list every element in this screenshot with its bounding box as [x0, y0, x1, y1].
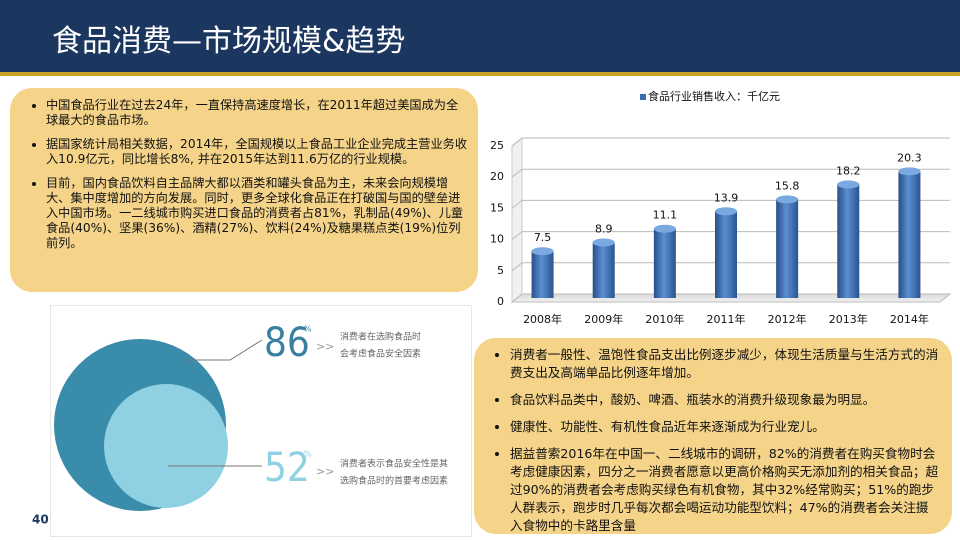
value-label: 13.9 [714, 191, 739, 204]
grid-line [511, 168, 950, 178]
bar [531, 251, 554, 298]
bar-top [592, 238, 615, 247]
bullet: 据益普索2016年在中国一、二线城市的调研，82%的消费者在购买食物时会考虑健康… [510, 445, 940, 535]
bar [715, 211, 737, 298]
x-tick-label: 2009年 [584, 312, 623, 326]
title: 食品消费—市场规模&趋势 [52, 24, 406, 59]
bullet-list: 消费者一般性、温饱性食品支出比例逐步减少，体现生活质量与生活方式的消费支出及高端… [474, 346, 940, 535]
value-label: 11.1 [653, 209, 678, 222]
bullet: 中国食品行业在过去24年，一直保持高速度增长，在2011年超过美国成为全球最大的… [46, 98, 468, 128]
bar [776, 199, 799, 298]
y-tick-label: 5 [497, 264, 504, 277]
header-bar [0, 0, 960, 72]
bar-top [653, 224, 676, 233]
grid-line [511, 293, 950, 303]
y-tick-label: 0 [497, 295, 504, 308]
grid-line [511, 262, 950, 272]
y-tick-label: 15 [490, 201, 504, 214]
page-number: 40 [32, 513, 49, 527]
value-label: 7.5 [534, 231, 552, 244]
bullet: 消费者一般性、温饱性食品支出比例逐步减少，体现生活质量与生活方式的消费支出及高端… [510, 346, 940, 382]
bar-top [531, 247, 554, 256]
y-tick-label: 20 [490, 170, 504, 183]
x-tick-label: 2012年 [768, 312, 807, 326]
x-tick-label: 2008年 [523, 312, 562, 326]
x-tick-label: 2010年 [645, 312, 684, 326]
bullet-list: 中国食品行业在过去24年，一直保持高速度增长，在2011年超过美国成为全球最大的… [10, 98, 468, 251]
bullet: 目前，国内食品饮料自主品牌大都以酒类和罐头食品为主，未来会向规模增大、集中度增加… [46, 176, 468, 251]
x-tick-label: 2011年 [707, 312, 746, 326]
value-label: 18.2 [836, 164, 861, 177]
bar [898, 171, 921, 298]
bar [653, 228, 676, 298]
bar-top [715, 207, 737, 216]
x-tick-label: 2013年 [829, 312, 868, 326]
bullet: 据国家统计局相关数据，2014年，全国规模以上食品工业企业完成主营业务收入10.… [46, 137, 468, 167]
bar-top [837, 180, 860, 189]
y-tick-label: 25 [490, 139, 504, 152]
grid-line [511, 199, 950, 209]
header-rule [0, 72, 960, 76]
infographic-panel [50, 305, 472, 537]
bar [837, 184, 860, 298]
grid-line [511, 231, 950, 240]
value-label: 8.9 [595, 222, 613, 235]
bar [592, 242, 615, 298]
x-tick-label: 2014年 [890, 312, 929, 326]
left-text-box: 中国食品行业在过去24年，一直保持高速度增长，在2011年超过美国成为全球最大的… [10, 88, 478, 292]
bullet: 健康性、功能性、有机性食品近年来逐渐成为行业宠儿。 [510, 418, 940, 436]
bar-top [776, 195, 799, 204]
grid-line [511, 137, 950, 147]
value-label: 15.8 [775, 179, 800, 192]
value-label: 20.3 [897, 151, 922, 164]
bar-top [898, 167, 921, 176]
chart-floor [510, 293, 952, 303]
legend-swatch [640, 94, 646, 100]
legend-label: 食品行业销售收入：千亿元 [648, 89, 780, 103]
chart-wall [511, 136, 523, 304]
y-tick-label: 10 [490, 233, 504, 246]
right-text-box: 消费者一般性、温饱性食品支出比例逐步减少，体现生活质量与生活方式的消费支出及高端… [474, 338, 952, 534]
bullet: 食品饮料品类中，酸奶、啤酒、瓶装水的消费升级现象最为明显。 [510, 391, 940, 409]
